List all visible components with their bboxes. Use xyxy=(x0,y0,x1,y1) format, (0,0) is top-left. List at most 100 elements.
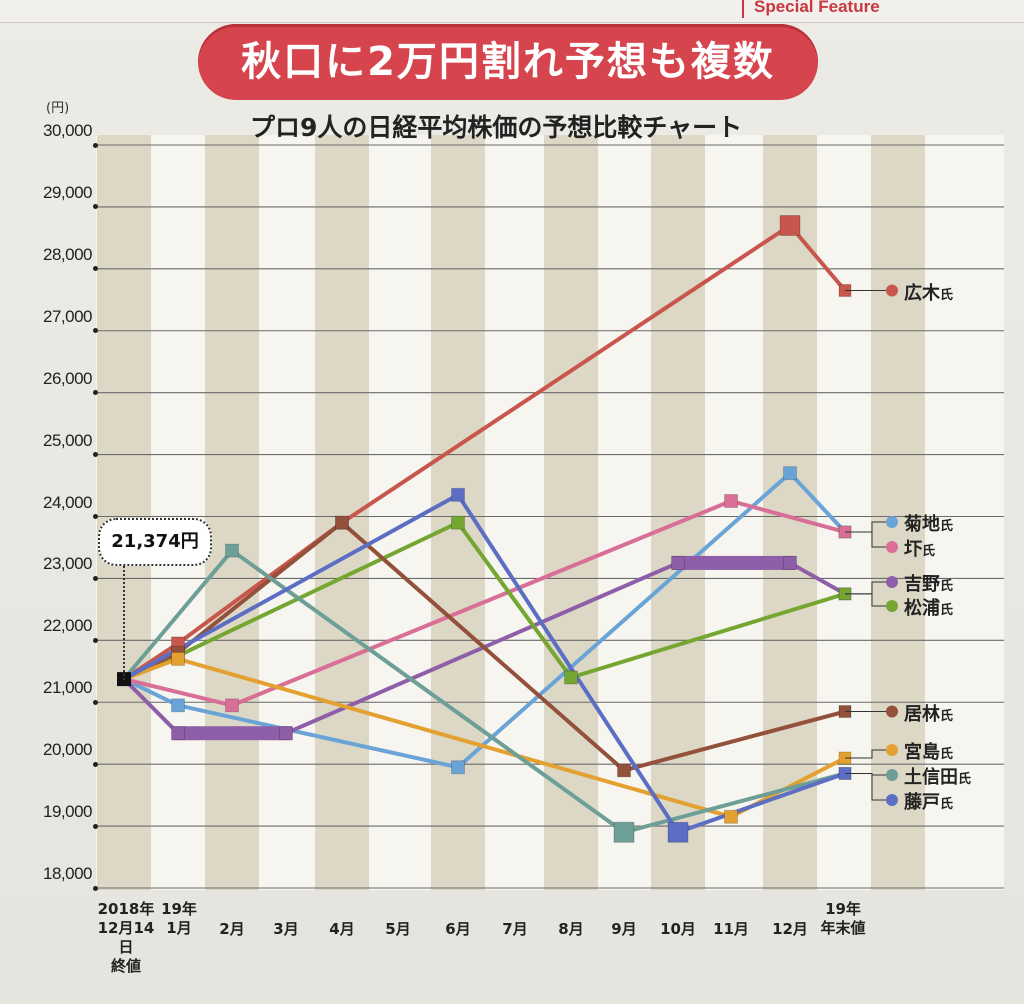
y-tick-label: 21,000 xyxy=(43,678,93,698)
y-tick-dot xyxy=(93,761,98,767)
legend-suffix: 氏 xyxy=(922,544,936,559)
data-point-菊地 xyxy=(451,760,465,775)
y-tick-dot xyxy=(93,390,98,396)
legend-suffix: 氏 xyxy=(940,747,954,762)
x-tick-label: 8月 xyxy=(558,920,584,938)
data-point-居林 xyxy=(617,763,631,778)
y-tick-dot xyxy=(93,452,98,458)
data-point-宮島 xyxy=(724,809,738,824)
y-tick-label: 20,000 xyxy=(43,740,93,760)
data-point-吉野 xyxy=(783,555,797,570)
legend-name: 土信田 xyxy=(904,767,958,788)
legend-suffix: 氏 xyxy=(940,519,954,534)
data-point-松浦 xyxy=(451,515,465,530)
legend-dot-吉野 xyxy=(886,576,898,588)
legend-suffix: 氏 xyxy=(940,603,954,618)
chart-title: プロ9人の日経平均株価の予想比較チャート xyxy=(250,113,743,142)
y-tick-dot xyxy=(93,266,98,272)
data-point-居林 xyxy=(335,515,349,530)
x-tick-label: 10月 xyxy=(660,920,696,938)
legend-name: 広木 xyxy=(904,282,940,304)
y-tick-label: 19,000 xyxy=(43,802,93,822)
data-point-highlight xyxy=(613,821,635,843)
data-point-菊地 xyxy=(783,466,797,481)
grid-stripe xyxy=(205,135,259,890)
y-tick-label: 29,000 xyxy=(43,182,93,202)
x-tick-label: 6月 xyxy=(445,920,471,938)
legend-label-土信田: 土信田氏 xyxy=(904,763,971,789)
legend-name: 松浦 xyxy=(904,598,940,619)
legend-label-圷: 圷氏 xyxy=(904,535,935,561)
series-line-土信田 xyxy=(122,548,847,835)
y-tick-dot xyxy=(93,823,98,829)
plateau-bar-吉野 xyxy=(672,555,796,570)
data-point-圷 xyxy=(724,494,738,509)
x-tick-label: 19年 1月 xyxy=(161,900,197,937)
y-tick-dot xyxy=(93,514,98,519)
legend-suffix: 氏 xyxy=(940,287,954,303)
legend-dot-居林 xyxy=(886,705,898,718)
data-point-highlight xyxy=(667,821,689,843)
data-point-菊地 xyxy=(171,698,185,713)
y-tick-dot xyxy=(93,142,98,148)
top-strip xyxy=(0,0,1024,23)
y-tick-label: 26,000 xyxy=(43,368,93,388)
y-tick-dot xyxy=(93,328,98,334)
data-point-吉野 xyxy=(279,726,293,741)
y-tick-label: 23,000 xyxy=(43,554,93,574)
x-tick-label: 4月 xyxy=(329,920,355,938)
y-tick-dot xyxy=(93,204,98,210)
grid-stripe xyxy=(651,135,705,890)
data-point-吉野 xyxy=(671,555,685,570)
legend-dot-藤戸 xyxy=(886,794,898,806)
y-tick-label: 18,000 xyxy=(43,864,93,883)
legend-dot-圷 xyxy=(886,541,898,553)
legend-label-広木: 広木氏 xyxy=(904,279,953,305)
legend-suffix: 氏 xyxy=(940,708,954,724)
y-tick-dot xyxy=(93,699,98,705)
y-tick-label: 22,000 xyxy=(43,616,93,636)
legend-suffix: 氏 xyxy=(958,772,972,787)
legend-connector xyxy=(845,593,888,607)
legend-dot-土信田 xyxy=(886,769,898,781)
legend-dot-菊地 xyxy=(886,516,898,528)
legend-label-居林: 居林氏 xyxy=(904,700,953,726)
data-point-宮島 xyxy=(171,651,185,666)
legend-dot-松浦 xyxy=(886,600,898,612)
y-tick-dot xyxy=(93,885,98,891)
legend-dot-広木 xyxy=(886,284,898,297)
x-tick-label: 3月 xyxy=(273,920,299,938)
y-tick-label: 25,000 xyxy=(43,430,93,450)
legend-name: 居林 xyxy=(904,703,940,725)
x-tick-label: 2018年 12月14日 終値 xyxy=(97,900,155,975)
data-point-圷 xyxy=(225,698,239,713)
plateau-bar-吉野 xyxy=(172,726,292,741)
data-point-highlight xyxy=(779,214,801,236)
x-tick-label: 7月 xyxy=(502,920,528,938)
x-tick-label: 11月 xyxy=(713,920,749,938)
x-tick-label: 12月 xyxy=(772,920,808,938)
legend-suffix: 氏 xyxy=(940,579,954,594)
x-tick-label: 19年 年末値 xyxy=(820,900,866,937)
banner-title: 秋口に2万円割れ予想も複数 xyxy=(198,24,818,100)
legend-name: 宮島 xyxy=(904,742,940,763)
start-value-callout: 21,374円 xyxy=(98,518,212,566)
legend-name: 藤戸 xyxy=(904,792,940,813)
x-tick-label: 2月 xyxy=(219,920,245,938)
y-tick-dot xyxy=(93,575,98,581)
x-tick-label: 5月 xyxy=(385,920,411,938)
y-unit-label: (円) xyxy=(46,101,70,116)
legend-connector xyxy=(845,772,888,801)
legend-label-吉野: 吉野氏 xyxy=(904,570,953,596)
grid-stripe xyxy=(431,135,485,890)
legend-label-宮島: 宮島氏 xyxy=(904,738,953,764)
feature-label: Special Feature xyxy=(742,0,890,18)
y-tick-label: 28,000 xyxy=(43,244,93,264)
legend-connector xyxy=(845,749,888,759)
legend-suffix: 氏 xyxy=(940,797,954,812)
legend-label-藤戸: 藤戸氏 xyxy=(904,788,953,814)
x-tick-label: 9月 xyxy=(611,920,637,938)
y-tick-label: 30,000 xyxy=(43,121,93,140)
legend-label-菊地: 菊地氏 xyxy=(904,510,953,536)
